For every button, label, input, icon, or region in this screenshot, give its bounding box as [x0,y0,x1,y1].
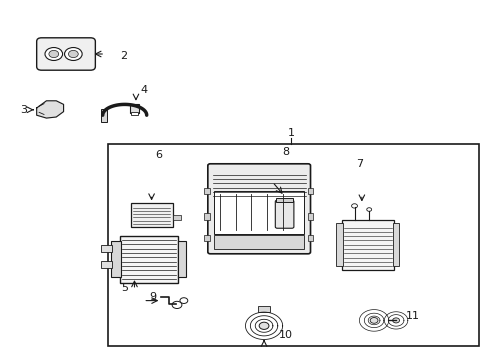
Bar [120,236,178,283]
Circle shape [259,322,268,329]
Polygon shape [37,101,63,118]
Circle shape [351,204,357,208]
Bar [101,261,112,268]
Bar [101,109,107,122]
Bar [342,220,393,270]
Text: 4: 4 [141,85,147,95]
Bar [336,223,343,266]
Circle shape [392,318,399,323]
Text: 10: 10 [279,330,292,340]
Circle shape [172,301,182,309]
Bar [258,306,269,312]
Bar [214,235,304,249]
Bar [111,241,121,277]
Bar [307,235,312,241]
Bar [131,203,172,227]
Bar [204,188,210,194]
Bar [307,213,312,220]
FancyBboxPatch shape [207,164,310,254]
Circle shape [180,298,187,303]
Text: 11: 11 [406,311,419,321]
Text: 1: 1 [287,127,294,138]
FancyBboxPatch shape [275,200,293,228]
Text: 6: 6 [155,150,162,160]
Circle shape [366,208,371,211]
Text: 5: 5 [121,283,128,293]
Text: 3: 3 [20,105,27,115]
Bar [131,112,138,115]
Bar [172,215,181,220]
Circle shape [64,48,82,60]
Circle shape [49,50,59,58]
FancyBboxPatch shape [37,38,95,70]
Bar [177,241,186,277]
Circle shape [369,318,377,323]
Bar [129,104,139,113]
Bar [101,245,112,252]
Bar [204,235,210,241]
Bar [307,188,312,194]
Circle shape [68,50,78,58]
Bar [275,198,293,202]
Text: 9: 9 [149,292,156,302]
Bar [214,191,304,234]
Circle shape [45,48,62,60]
Text: 2: 2 [120,51,127,61]
Text: 8: 8 [282,147,289,157]
Bar [392,223,398,266]
Text: 7: 7 [355,159,362,169]
Bar [107,144,478,346]
Bar [204,213,210,220]
